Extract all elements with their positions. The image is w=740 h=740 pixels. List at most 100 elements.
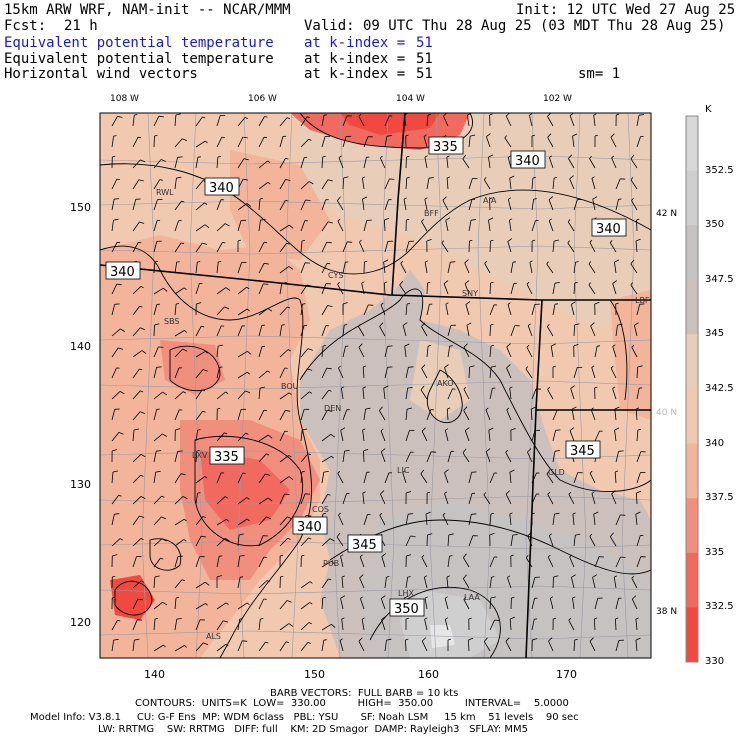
lat-label-42n: 42 N <box>656 209 678 219</box>
station-lxv: LXV <box>192 451 208 460</box>
x-label-160: 160 <box>418 668 439 681</box>
colorbar-label: 352.5 <box>705 164 734 176</box>
field-level-2: at k-index = <box>304 51 406 67</box>
lon-label-106w: 106 W <box>248 94 277 104</box>
wy-co-border <box>100 264 651 301</box>
station-lic: LIC <box>397 466 410 475</box>
colorbar-swatch <box>686 334 698 390</box>
colorbar-swatch <box>686 607 698 663</box>
y-label-120: 120 <box>70 616 91 629</box>
station-bou: BOU <box>281 382 299 391</box>
contour-label: 335 <box>214 450 239 465</box>
station-ako: AKO <box>437 379 454 388</box>
station-als: ALS <box>206 632 221 641</box>
contour-label: 350 <box>394 602 419 617</box>
wy-ne-border <box>391 113 406 296</box>
field-region-335-north <box>160 340 225 395</box>
field-region-top-core <box>340 113 440 135</box>
colorbar-swatch <box>686 116 698 172</box>
contour-label: 345 <box>352 538 377 553</box>
colorbar-label: 332.5 <box>705 601 734 613</box>
colorbar-label: 342.5 <box>705 383 734 394</box>
colorbar-label: 345 <box>705 328 725 340</box>
station-aia: AIA <box>483 196 497 205</box>
station-lhx: LHX <box>398 589 414 598</box>
field-level-1: at k-index = <box>304 35 406 51</box>
station-den: DEN <box>324 404 341 413</box>
barb-info: BARB VECTORS: FULL BARB = 10 kts <box>270 688 459 699</box>
colorbar-label: 347.5 <box>705 273 734 285</box>
field-region-337-north <box>230 150 330 260</box>
station-rwl: RWL <box>156 188 174 197</box>
colorbar-swatch <box>686 170 698 226</box>
station-sbs: SBS <box>164 317 180 326</box>
map-frame <box>99 112 652 659</box>
field-name-1: Equivalent potential temperature <box>4 35 274 51</box>
field-k-1: 51 <box>416 35 433 51</box>
model-title: 15km ARW WRF, NAM-init -- NCAR/MMM <box>4 2 291 18</box>
contour-info: CONTOURS: UNITS=K LOW= 330.00 HIGH= 350.… <box>135 698 569 709</box>
contour-label: 335 <box>433 140 458 155</box>
station-cys: CYS <box>328 271 343 280</box>
contour-label: 340 <box>110 265 135 280</box>
lat-label-38n: 38 N <box>656 607 678 617</box>
field-region-330 <box>110 575 155 620</box>
field-region-350 <box>400 590 500 658</box>
station-laa: LAA <box>464 593 480 602</box>
field-k-3: 51 <box>416 66 433 82</box>
colorbar-label: 340 <box>705 437 725 449</box>
model-physics: LW: RRTMG SW: RRTMG DIFF: full KM: 2D Sm… <box>98 724 528 735</box>
station-gld: GLD <box>548 468 565 477</box>
forecast-label: Fcst: <box>4 18 47 34</box>
station-sny: SNY <box>462 289 478 298</box>
forecast-hour: 21 h <box>64 18 98 34</box>
field-level-3: at k-index = <box>304 66 406 82</box>
field-name-2: Equivalent potential temperature <box>4 51 274 67</box>
colorbar-swatch <box>686 498 698 554</box>
x-label-150: 150 <box>304 668 325 681</box>
valid-time: Valid: 09 UTC Thu 28 Aug 25 (03 MDT Thu … <box>304 18 726 34</box>
contour-label: 345 <box>570 444 595 459</box>
colorbar-label: 350 <box>705 219 725 231</box>
map-field: 335 340 340 340 340 335 340 345 345 350 … <box>100 113 651 658</box>
init-time: Init: 12 UTC Wed 27 Aug 25 <box>516 2 736 18</box>
y-label-150: 150 <box>70 201 91 214</box>
lat-label-40n: 40 N <box>656 408 678 418</box>
field-region-333 <box>200 450 290 530</box>
y-label-130: 130 <box>70 478 91 491</box>
lon-label-104w: 104 W <box>396 94 425 104</box>
x-label-170: 170 <box>556 668 577 681</box>
field-name-3: Horizontal wind vectors <box>4 66 198 82</box>
station-pub: PUB <box>323 559 339 568</box>
contour-labels: 335 340 340 340 340 335 340 345 345 350 <box>105 136 627 617</box>
field-region-342-inner <box>410 340 470 420</box>
station-bff: BFF <box>424 209 439 218</box>
lon-label-102w: 102 W <box>543 94 572 104</box>
station-lbf: LBF <box>635 296 650 305</box>
field-k-2: 51 <box>416 51 433 67</box>
colorbar-swatch <box>686 552 698 608</box>
field-region-342 <box>300 113 651 330</box>
smoothing-label: sm= 1 <box>578 66 621 82</box>
station-cos: COS <box>312 505 329 514</box>
y-label-140: 140 <box>70 340 91 353</box>
colorbar-label: 337.5 <box>705 492 734 504</box>
lon-label-108w: 108 W <box>110 94 139 104</box>
colorbar-label: 335 <box>705 546 725 558</box>
color-bar <box>685 115 699 663</box>
colorbar-swatch <box>686 279 698 335</box>
colorbar-unit: K <box>705 104 712 115</box>
colorbar-swatch <box>686 443 698 499</box>
model-info: Model Info: V3.8.1 CU: G-F Ens MP: WDM 6… <box>30 712 579 723</box>
contour-label: 340 <box>297 520 322 535</box>
station-labels: RWL BFF AIA CYS SNY LBF SBS BOU AKO DEN … <box>156 188 650 641</box>
field-region-337-east <box>610 290 651 420</box>
colorbar-swatch <box>686 225 698 281</box>
colorbar-swatch <box>686 389 698 445</box>
colorbar-label: 330 <box>705 656 725 667</box>
wind-barbs <box>111 113 646 652</box>
contour-label: 340 <box>515 154 540 169</box>
contour-label: 340 <box>209 181 234 196</box>
contour-label: 340 <box>596 222 621 237</box>
